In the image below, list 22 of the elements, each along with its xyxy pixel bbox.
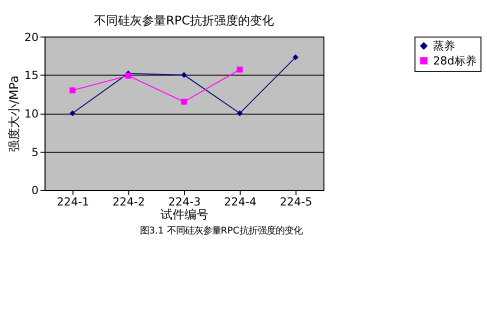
point [292,54,298,60]
y-axis-title: 强度大小/MPa [6,75,21,152]
y-tick-label: 5 [31,146,39,159]
point [181,98,187,105]
x-tick-label: 224-2 [112,195,145,208]
chart-title: 不同硅灰参量RPC抗折强度的变化 [94,14,274,28]
point [70,87,76,94]
x-tick-label: 224-1 [56,195,90,208]
y-tick-label: 15 [24,69,39,82]
point [236,66,243,73]
caption: 图3.1 不同硅灰参量RPC抗折强度的变化 [140,226,302,237]
x-tick-label: 224-5 [280,195,312,208]
x-tick-label: 224-4 [224,195,256,208]
x-tick-label: 224-3 [168,195,201,208]
x-axis-title: 试件编号 [160,207,208,222]
y-tick-label: 10 [24,107,39,120]
y-tick-label: 20 [24,30,39,44]
legend-label: 蒸养 [433,40,456,53]
y-tick-label: 0 [31,184,39,198]
point [70,110,76,116]
legend-label: 28d标养 [433,54,476,68]
point [181,72,187,78]
